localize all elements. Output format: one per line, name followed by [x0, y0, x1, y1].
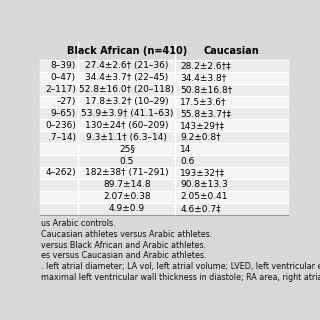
Text: 2.05±0.41: 2.05±0.41: [180, 192, 228, 201]
Text: Caucasian athletes versus Arabic athletes.: Caucasian athletes versus Arabic athlete…: [41, 230, 212, 239]
Text: Caucasian: Caucasian: [204, 46, 260, 56]
Text: 50.8±16.8†: 50.8±16.8†: [180, 85, 232, 94]
Text: 27.4±2.6† (21–36): 27.4±2.6† (21–36): [85, 61, 169, 70]
Bar: [40, 84, 288, 96]
Text: 9–65): 9–65): [51, 109, 76, 118]
Text: 0–47): 0–47): [51, 73, 76, 82]
Text: –27): –27): [57, 97, 76, 106]
Text: 17.8±3.2† (10–29): 17.8±3.2† (10–29): [85, 97, 169, 106]
Bar: [40, 191, 288, 203]
Text: 0.6: 0.6: [180, 156, 195, 165]
Text: 25§: 25§: [119, 145, 135, 154]
Text: 9.2±0.8†: 9.2±0.8†: [180, 133, 221, 142]
Bar: [40, 203, 288, 215]
Bar: [40, 60, 288, 72]
Text: 2–117): 2–117): [45, 85, 76, 94]
Text: 143±29†‡: 143±29†‡: [180, 121, 225, 130]
Bar: [40, 167, 288, 179]
Text: 0–236): 0–236): [45, 121, 76, 130]
Text: 53.9±3.9† (41.1–63): 53.9±3.9† (41.1–63): [81, 109, 173, 118]
Text: 14: 14: [180, 145, 191, 154]
Text: 34.4±3.7† (22–45): 34.4±3.7† (22–45): [85, 73, 168, 82]
Text: Black African (n=410): Black African (n=410): [67, 46, 187, 56]
Text: maximal left ventricular wall thickness in diastole; RA area, right atrial area.: maximal left ventricular wall thickness …: [41, 273, 320, 282]
Text: 34.4±3.8†: 34.4±3.8†: [180, 73, 226, 82]
Text: 2.07±0.38: 2.07±0.38: [103, 192, 151, 201]
Bar: [40, 179, 288, 191]
Bar: [40, 155, 288, 167]
Text: .7–14): .7–14): [48, 133, 76, 142]
Text: 89.7±14.8: 89.7±14.8: [103, 180, 151, 189]
Text: . left atrial diameter; LA vol, left atrial volume; LVED, left ventricular end d: . left atrial diameter; LA vol, left atr…: [41, 262, 320, 271]
Bar: [40, 108, 288, 119]
Text: versus Black African and Arabic athletes.: versus Black African and Arabic athletes…: [41, 241, 206, 250]
Text: 130±24† (60–209): 130±24† (60–209): [85, 121, 169, 130]
Text: 52.8±16.0† (20–118): 52.8±16.0† (20–118): [79, 85, 174, 94]
Text: 28.2±2.6†‡: 28.2±2.6†‡: [180, 61, 231, 70]
Text: 4.6±0.7‡: 4.6±0.7‡: [180, 204, 221, 213]
Text: 4–262): 4–262): [45, 168, 76, 177]
Text: 55.8±3.7†‡: 55.8±3.7†‡: [180, 109, 231, 118]
Text: 4.9±0.9: 4.9±0.9: [109, 204, 145, 213]
Text: 0.5: 0.5: [120, 156, 134, 165]
Bar: [40, 96, 288, 108]
Text: 8–39): 8–39): [51, 61, 76, 70]
Text: 182±38† (71–291): 182±38† (71–291): [85, 168, 169, 177]
Bar: [40, 119, 288, 131]
Bar: [40, 218, 288, 285]
Bar: [40, 143, 288, 155]
Text: 90.8±13.3: 90.8±13.3: [180, 180, 228, 189]
Bar: [40, 42, 288, 215]
Bar: [40, 72, 288, 84]
Text: 9.3±1.1† (6.3–14): 9.3±1.1† (6.3–14): [86, 133, 167, 142]
Text: 17.5±3.6†: 17.5±3.6†: [180, 97, 227, 106]
Bar: [40, 131, 288, 143]
Text: es versus Caucasian and Arabic athletes.: es versus Caucasian and Arabic athletes.: [41, 252, 207, 260]
Text: us Arabic controls.: us Arabic controls.: [41, 219, 116, 228]
Bar: [40, 42, 288, 60]
Text: 193±32†‡: 193±32†‡: [180, 168, 225, 177]
